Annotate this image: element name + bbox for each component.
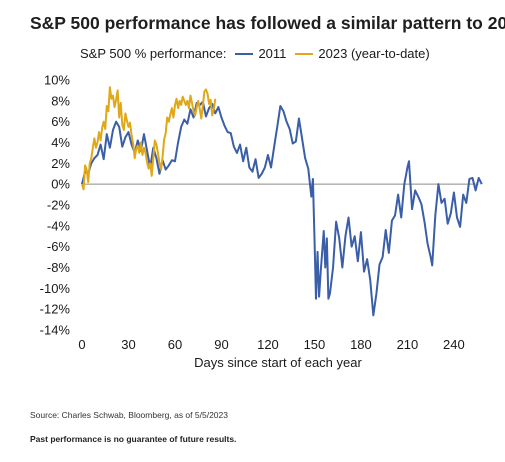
x-tick-label: 0 xyxy=(78,337,85,352)
series-line-2011 xyxy=(81,100,483,317)
y-tick-label: -12% xyxy=(40,302,71,317)
x-axis: 0 30 60 90 120 150 180 210 240 xyxy=(78,337,464,352)
y-tick-label: 2% xyxy=(51,156,70,171)
y-tick-label: 0% xyxy=(51,177,70,192)
y-tick-label: -14% xyxy=(40,323,71,338)
x-tick-label: 90 xyxy=(214,337,228,352)
x-tick-label: 150 xyxy=(304,337,326,352)
x-tick-label: 120 xyxy=(257,337,279,352)
y-axis: 10% 8% 6% 4% 2% 0% -2% -4% -6% -8% -10% -12% -14% xyxy=(40,73,71,338)
legend-label-2011: 2011 xyxy=(258,46,287,61)
x-tick-label: 240 xyxy=(443,337,465,352)
y-tick-label: -10% xyxy=(40,281,71,296)
series-group xyxy=(81,86,483,317)
legend-prefix: S&P 500 % performance: xyxy=(80,46,227,61)
x-axis-label: Days since start of each year xyxy=(194,355,362,370)
legend: S&P 500 % performance: 2011 2023 (year-t… xyxy=(80,46,430,61)
series-line-2023 xyxy=(81,86,217,191)
y-tick-label: 6% xyxy=(51,114,70,129)
chart-title: S&P 500 performance has followed a simil… xyxy=(30,13,505,33)
y-tick-label: 4% xyxy=(51,135,70,150)
y-tick-label: -6% xyxy=(47,239,71,254)
legend-swatch-2011 xyxy=(235,52,254,55)
y-tick-label: -8% xyxy=(47,260,71,275)
x-tick-label: 210 xyxy=(397,337,419,352)
y-tick-label: -2% xyxy=(47,198,71,213)
source-note: Source: Charles Schwab, Bloomberg, as of… xyxy=(30,410,228,420)
disclaimer: Past performance is no guarantee of futu… xyxy=(30,434,237,444)
y-tick-label: -4% xyxy=(47,218,71,233)
x-tick-label: 30 xyxy=(121,337,135,352)
x-tick-label: 180 xyxy=(350,337,372,352)
y-tick-label: 8% xyxy=(51,93,70,108)
x-tick-label: 60 xyxy=(168,337,182,352)
legend-label-2023: 2023 (year-to-date) xyxy=(318,46,430,61)
y-tick-label: 10% xyxy=(44,73,70,88)
legend-swatch-2023 xyxy=(295,52,314,55)
